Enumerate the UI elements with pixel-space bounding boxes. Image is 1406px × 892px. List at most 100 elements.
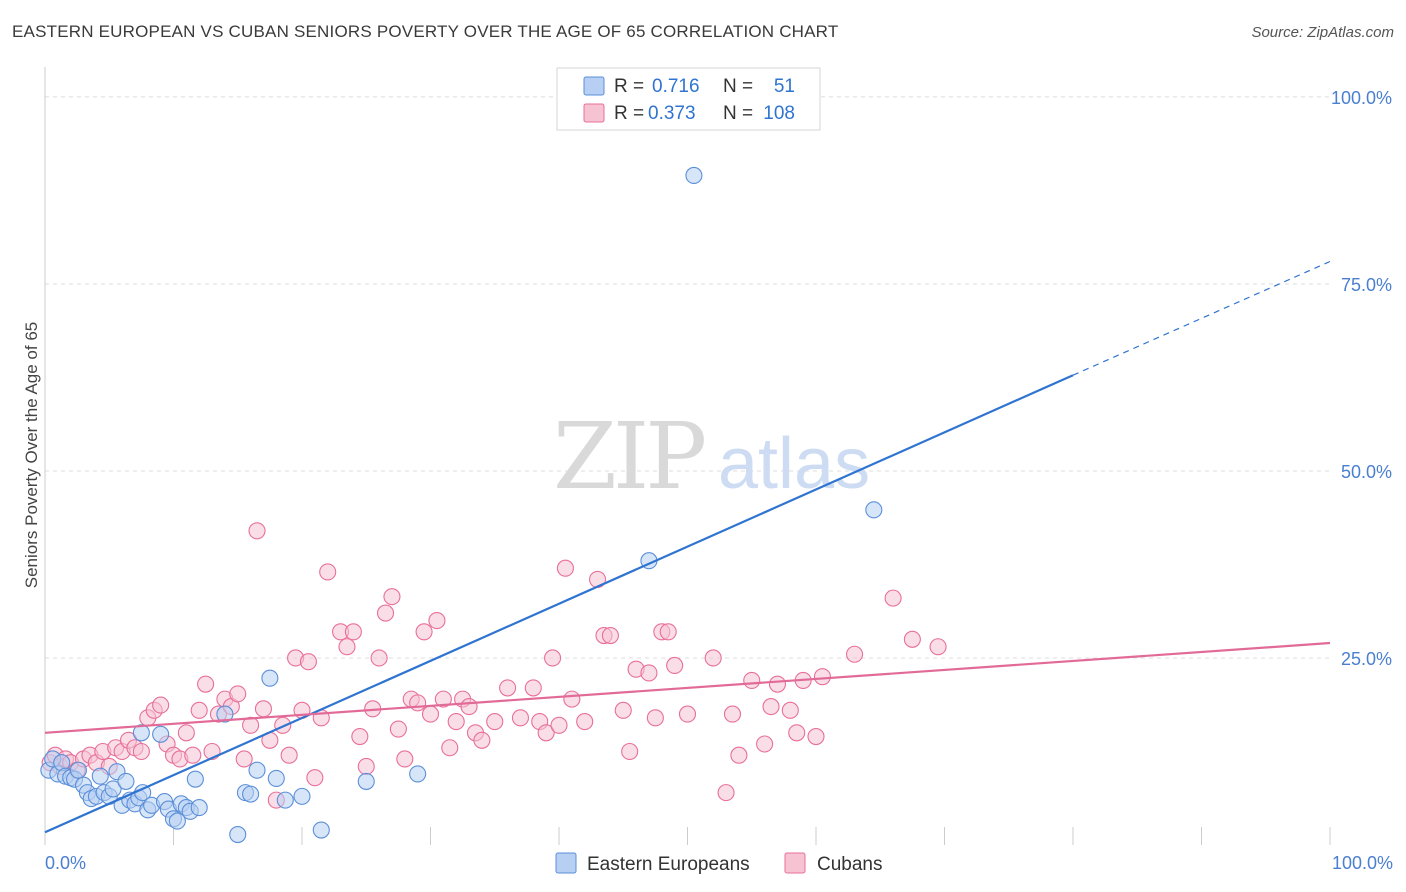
cubans-trend-line (44, 641, 1331, 734)
eastern-europeans-point (409, 765, 427, 783)
cubans-point (903, 630, 921, 648)
cubans-point (396, 750, 414, 768)
cubans-point (929, 638, 947, 656)
stats-legend-swatch-blue (583, 76, 605, 96)
cubans-point (197, 675, 215, 693)
cubans-point (421, 705, 440, 723)
cubans-point (807, 727, 825, 746)
cubans-point (813, 668, 831, 686)
watermark: ZIP atlas (553, 403, 870, 510)
cubans-point (441, 739, 459, 757)
cubans-point (409, 694, 427, 712)
cubans-point (601, 626, 619, 645)
cubans-point (357, 757, 375, 776)
cubans-point (434, 690, 452, 708)
eastern-europeans-point (357, 772, 375, 790)
eastern-europeans-trend-line (44, 374, 1074, 834)
trend-lines (44, 260, 1331, 834)
eastern-europeans-point (293, 787, 311, 805)
eastern-europeans-point (69, 761, 87, 779)
cubans-point (254, 700, 273, 718)
cubans-point (678, 705, 697, 723)
eastern-europeans-point (216, 705, 234, 723)
cubans-point (756, 735, 774, 753)
cubans-point (415, 623, 433, 641)
eastern-europeans-points (40, 166, 883, 844)
cubans-point (640, 664, 658, 682)
stats-legend-r-value-blue: 0.716 (652, 76, 700, 97)
eastern-europeans-point (229, 825, 247, 844)
x-tick-label: 100.0% (1332, 853, 1393, 873)
cubans-point (884, 589, 902, 607)
cubans-point (511, 709, 530, 727)
watermark-zip: ZIP (553, 403, 704, 510)
cubans-point (704, 649, 722, 667)
cubans-point (762, 698, 780, 716)
eastern-europeans-point (248, 761, 266, 779)
cubans-point (717, 784, 735, 802)
cubans-point (319, 563, 337, 581)
stats-legend-r-label-blue: R = (614, 76, 644, 97)
eastern-europeans-point (267, 769, 285, 787)
cubans-point (781, 701, 799, 719)
watermark-atlas: atlas (718, 424, 870, 504)
cubans-points (41, 522, 947, 809)
cubans-point (845, 645, 864, 663)
axes (44, 67, 1331, 845)
legend-label-cubans: Cubans (817, 854, 883, 875)
cubans-point (614, 701, 632, 719)
cubans-point (499, 679, 517, 697)
stats-legend-n-label-blue: N = (723, 76, 753, 97)
eastern-europeans-point (168, 812, 186, 830)
chart-title: EASTERN EUROPEAN VS CUBAN SENIORS POVERT… (12, 22, 839, 41)
cubans-point (428, 612, 446, 630)
cubans-point (447, 713, 465, 731)
tick-labels: 25.0% 50.0% 75.0% 100.0% 0.0% 100.0% (45, 88, 1393, 873)
cubans-point (659, 623, 677, 641)
cubans-point (242, 716, 260, 734)
cubans-point (229, 685, 247, 703)
stats-legend: R = 0.716 N = 51 R = 0.373 N = 108 (556, 67, 821, 131)
cubans-point (666, 656, 684, 675)
legend-label-eastern-europeans: Eastern Europeans (587, 854, 750, 875)
source-label: Source: ZipAtlas.com (1251, 24, 1394, 41)
cubans-point (351, 727, 369, 746)
stats-legend-n-value-pink: 108 (763, 103, 795, 124)
cubans-point (730, 746, 748, 764)
eastern-europeans-trend-extension (1072, 260, 1331, 376)
eastern-europeans-point (312, 821, 330, 839)
series-legend: Eastern Europeans Cubans (555, 852, 883, 875)
stats-legend-swatch-pink (583, 103, 605, 123)
cubans-point (537, 724, 555, 742)
cubans-point (177, 724, 195, 742)
eastern-europeans-point (190, 799, 208, 817)
stats-legend-r-value-pink: 0.373 (648, 103, 696, 124)
cubans-point (389, 720, 407, 738)
cubans-point (723, 705, 742, 723)
eastern-europeans-point (261, 669, 279, 687)
cubans-point (743, 671, 761, 689)
cubans-point (556, 559, 574, 577)
cubans-point (460, 698, 478, 716)
eastern-europeans-point (242, 785, 260, 803)
eastern-europeans-point (132, 724, 150, 742)
legend-swatch-eastern-europeans (555, 852, 577, 874)
legend-swatch-cubans (784, 852, 806, 874)
cubans-point (184, 746, 202, 764)
cubans-point (248, 522, 266, 540)
y-tick-label: 25.0% (1341, 649, 1392, 669)
cubans-point (621, 742, 639, 761)
cubans-point (152, 696, 170, 714)
cubans-point (370, 649, 388, 667)
cubans-point (473, 731, 491, 749)
stats-legend-r-label-pink: R = (614, 103, 644, 124)
cubans-point (576, 713, 594, 731)
eastern-europeans-point (152, 725, 170, 743)
eastern-europeans-point (865, 501, 883, 519)
cubans-point (338, 638, 356, 656)
eastern-europeans-point (186, 770, 204, 788)
cubans-point (646, 709, 664, 727)
eastern-europeans-point (276, 791, 294, 809)
cubans-point (235, 750, 253, 768)
